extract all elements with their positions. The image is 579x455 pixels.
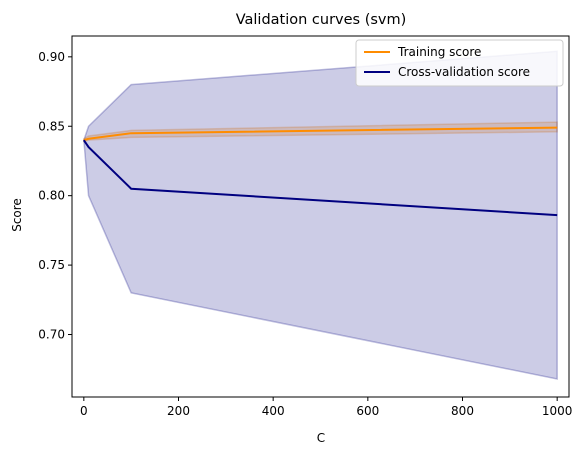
y-tick-label: 0.75 — [38, 258, 65, 272]
y-axis-label: Score — [10, 198, 24, 232]
series-lines — [83, 126, 558, 217]
legend-box — [355, 39, 564, 87]
x-tick-label: 600 — [356, 404, 379, 418]
x-axis-label: C — [317, 431, 325, 445]
legend: Training score Cross-validation score — [355, 39, 564, 87]
series-1-line — [83, 139, 558, 217]
y-tick-label: 0.80 — [38, 189, 65, 203]
x-tick-label: 800 — [451, 404, 474, 418]
y-tick-label: 0.90 — [38, 50, 65, 64]
series-0-line — [83, 126, 558, 142]
x-tick-label: 400 — [262, 404, 285, 418]
confidence-bands — [83, 50, 558, 380]
legend-label: Training score — [397, 45, 481, 59]
plot-frame — [71, 35, 570, 398]
legend-label: Cross-validation score — [398, 65, 530, 79]
x-tick-label: 0 — [80, 404, 88, 418]
x-tick-label: 200 — [167, 404, 190, 418]
series-1-band — [83, 50, 558, 380]
y-axis-ticks: 0.70 0.75 0.80 0.85 0.90 — [38, 50, 72, 342]
chart-title: Validation curves (svm) — [236, 12, 407, 28]
x-axis-ticks: 0 200 400 600 800 1000 — [80, 397, 572, 418]
y-tick-label: 0.85 — [38, 119, 65, 133]
y-tick-label: 0.70 — [38, 328, 65, 342]
x-tick-label: 1000 — [542, 404, 573, 418]
